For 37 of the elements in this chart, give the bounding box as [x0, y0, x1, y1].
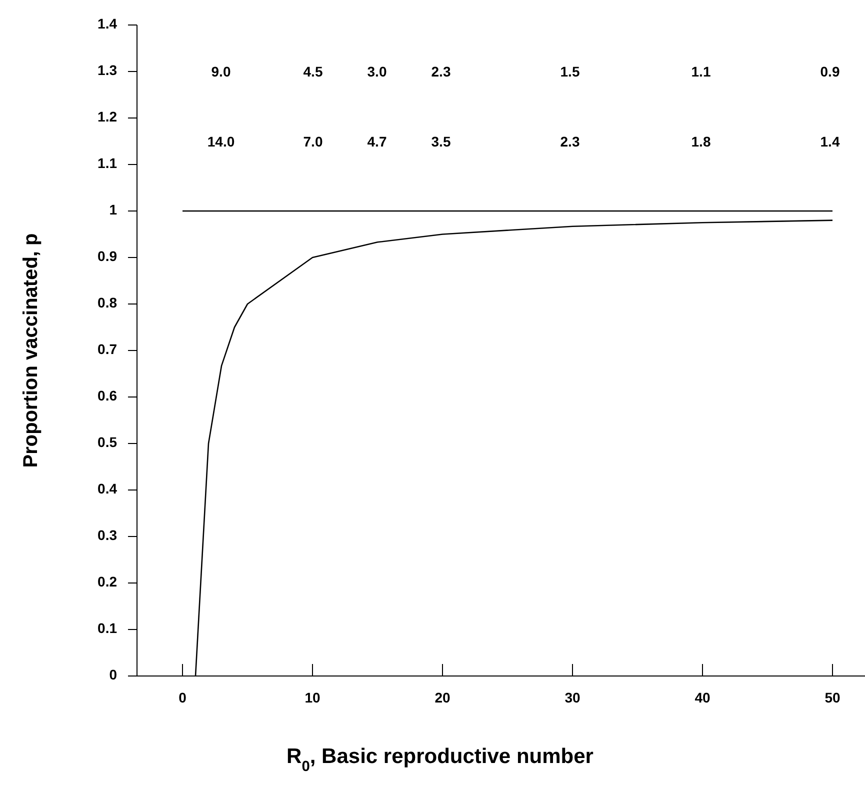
annotation: 7.0	[303, 134, 323, 150]
y-tick-label: 0.2	[98, 574, 118, 590]
annotation: 0.9	[820, 64, 840, 80]
x-tick-label: 0	[178, 690, 187, 706]
x-tick-label: 50	[824, 690, 840, 706]
y-tick-label: 0.5	[98, 434, 118, 450]
y-tick-label: 1	[109, 202, 118, 218]
annotation: 1.8	[691, 134, 711, 150]
annotation: 2.3	[560, 134, 580, 150]
x-tick-label: 20	[434, 690, 450, 706]
y-tick-label: 0.1	[98, 620, 118, 636]
x-axis-title: R$_{0}$, Basic reproductive number	[286, 745, 594, 775]
x-tick-label: 10	[304, 690, 320, 706]
y-tick-label: 0.3	[98, 527, 118, 544]
y-tick-label: 1.4	[98, 16, 118, 32]
y-tick-label: 0.9	[98, 248, 118, 264]
annotation: 2.3	[431, 64, 451, 80]
annotation: 1.4	[820, 134, 840, 150]
y-tick-label: 0.6	[98, 388, 118, 404]
x-tick-label: 30	[564, 690, 580, 706]
annotation: 1.1	[691, 64, 711, 80]
annotation: 4.7	[367, 134, 387, 150]
y-tick-label: 1.1	[98, 155, 118, 172]
annotation: 3.0	[367, 64, 387, 80]
x-tick-label: 40	[694, 690, 710, 706]
annotation: 4.5	[303, 64, 323, 80]
annotation: 9.0	[211, 64, 231, 80]
y-tick-label: 1.2	[98, 108, 118, 125]
annotation: 3.5	[431, 134, 451, 150]
y-tick-label: 0.7	[98, 341, 118, 358]
y-tick-label: 0.8	[98, 294, 118, 311]
annotation: 14.0	[207, 134, 235, 150]
y-tick-label: 0	[109, 666, 118, 683]
annotation: 1.5	[560, 64, 580, 80]
y-axis-title: Proportion vaccinated, p	[20, 233, 42, 468]
y-tick-label: 1.3	[98, 62, 118, 78]
y-tick-label: 0.4	[98, 480, 118, 497]
